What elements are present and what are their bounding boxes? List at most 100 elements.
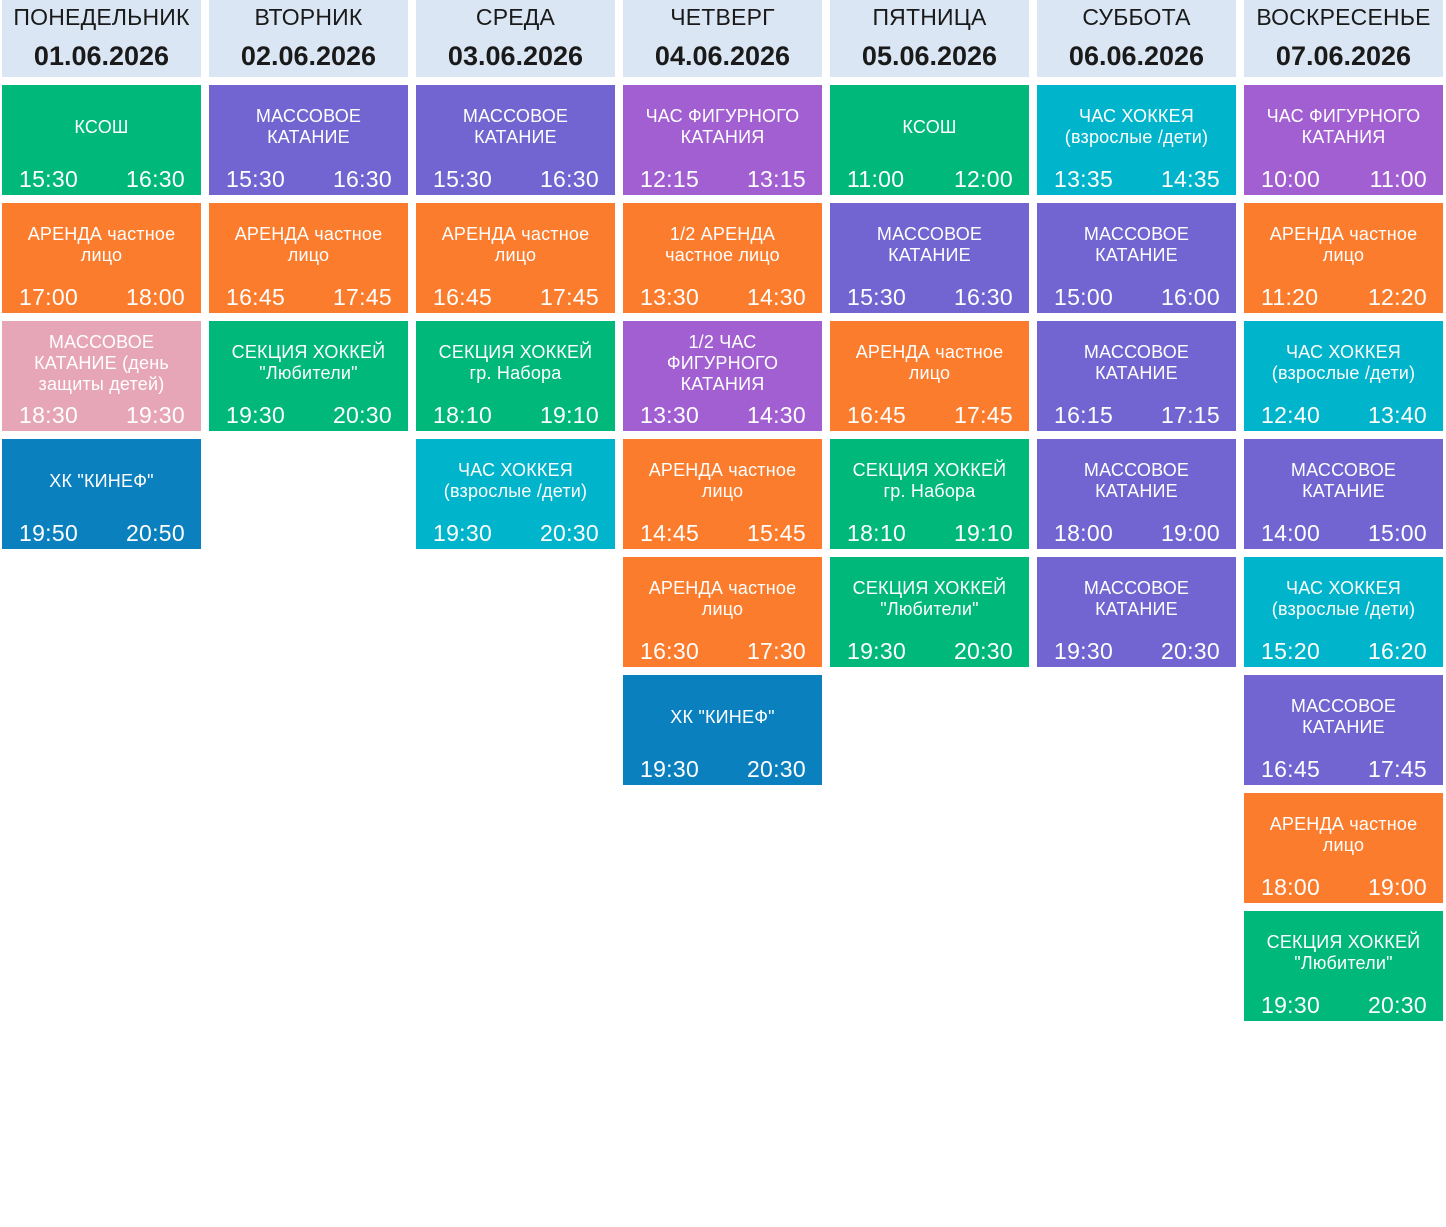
day-name: ЧЕТВЕРГ <box>670 4 775 30</box>
session-end-time: 16:30 <box>953 284 1013 310</box>
session-card[interactable]: МАССОВОЕ КАТАНИЕ 16:15 17:15 <box>1037 321 1236 431</box>
session-start-time: 19:30 <box>1261 992 1321 1018</box>
session-card[interactable]: КСОШ 15:30 16:30 <box>2 85 201 195</box>
day-header: ПЯТНИЦА 05.06.2026 <box>830 0 1029 77</box>
session-card[interactable]: ХК "КИНЕФ" 19:50 20:50 <box>2 439 201 549</box>
session-title: МАССОВОЕ КАТАНИЕ (день защиты детей) <box>34 331 169 394</box>
day-name: ПЯТНИЦА <box>872 4 987 30</box>
day-date: 03.06.2026 <box>447 41 584 71</box>
session-start-time: 15:00 <box>1054 284 1114 310</box>
session-card[interactable]: МАССОВОЕ КАТАНИЕ 19:30 20:30 <box>1037 557 1236 667</box>
session-start-time: 10:00 <box>1261 166 1321 192</box>
session-card[interactable]: АРЕНДА частное лицо 17:00 18:00 <box>2 203 201 313</box>
session-end-time: 11:00 <box>1369 166 1427 192</box>
session-start-time: 18:10 <box>433 402 493 428</box>
session-start-time: 19:50 <box>19 520 79 546</box>
session-card[interactable]: МАССОВОЕ КАТАНИЕ 15:30 16:30 <box>830 203 1029 313</box>
session-title: СЕКЦИЯ ХОККЕЙ гр. Набора <box>852 460 1007 501</box>
session-start-time: 16:15 <box>1054 402 1114 428</box>
session-card[interactable]: КСОШ 11:00 12:00 <box>830 85 1029 195</box>
session-end-time: 19:30 <box>125 402 185 428</box>
session-end-time: 19:00 <box>1367 874 1427 900</box>
session-end-time: 16:30 <box>332 166 392 192</box>
session-title: АРЕНДА частное лицо <box>855 342 1004 383</box>
session-end-time: 17:45 <box>539 284 599 310</box>
session-card[interactable]: ЧАС ФИГУРНОГО КАТАНИЯ 12:15 13:15 <box>623 85 822 195</box>
day-date: 02.06.2026 <box>240 41 377 71</box>
session-title: МАССОВОЕ КАТАНИЕ <box>462 106 569 147</box>
session-end-time: 19:10 <box>539 402 599 428</box>
session-start-time: 13:30 <box>640 284 700 310</box>
session-card[interactable]: АРЕНДА частное лицо 16:45 17:45 <box>416 203 615 313</box>
day-name: ВТОРНИК <box>254 4 363 30</box>
day-date: 06.06.2026 <box>1068 41 1205 71</box>
session-end-time: 20:50 <box>125 520 185 546</box>
day-header: ЧЕТВЕРГ 04.06.2026 <box>623 0 822 77</box>
session-title: СЕКЦИЯ ХОККЕЙ "Любители" <box>852 578 1007 619</box>
session-card[interactable]: СЕКЦИЯ ХОККЕЙ гр. Набора 18:10 19:10 <box>416 321 615 431</box>
session-card[interactable]: ЧАС ХОККЕЯ (взрослые /дети) 15:20 16:20 <box>1244 557 1443 667</box>
session-end-time: 20:30 <box>1367 992 1427 1018</box>
session-card[interactable]: ЧАС ФИГУРНОГО КАТАНИЯ 10:00 11:00 <box>1244 85 1443 195</box>
session-card[interactable]: СЕКЦИЯ ХОККЕЙ "Любители" 19:30 20:30 <box>1244 911 1443 1021</box>
session-title: 1/2 АРЕНДА частное лицо <box>665 224 780 265</box>
session-card[interactable]: АРЕНДА частное лицо 11:20 12:20 <box>1244 203 1443 313</box>
session-start-time: 15:20 <box>1261 638 1321 664</box>
session-card[interactable]: СЕКЦИЯ ХОККЕЙ "Любители" 19:30 20:30 <box>830 557 1029 667</box>
day-header: ВОСКРЕСЕНЬЕ 07.06.2026 <box>1244 0 1443 77</box>
day-date: 07.06.2026 <box>1275 41 1412 71</box>
session-start-time: 18:00 <box>1261 874 1321 900</box>
session-end-time: 12:00 <box>953 166 1013 192</box>
session-start-time: 16:30 <box>640 638 700 664</box>
session-card[interactable]: АРЕНДА частное лицо 16:45 17:45 <box>830 321 1029 431</box>
session-card[interactable]: СЕКЦИЯ ХОККЕЙ гр. Набора 18:10 19:10 <box>830 439 1029 549</box>
session-card[interactable]: МАССОВОЕ КАТАНИЕ 14:00 15:00 <box>1244 439 1443 549</box>
session-card[interactable]: ЧАС ХОККЕЯ (взрослые /дети) 13:35 14:35 <box>1037 85 1236 195</box>
session-start-time: 15:30 <box>847 284 907 310</box>
session-card[interactable]: МАССОВОЕ КАТАНИЕ 16:45 17:45 <box>1244 675 1443 785</box>
session-card[interactable]: ЧАС ХОККЕЯ (взрослые /дети) 12:40 13:40 <box>1244 321 1443 431</box>
session-title: АРЕНДА частное лицо <box>1269 814 1418 855</box>
session-card[interactable]: ХК "КИНЕФ" 19:30 20:30 <box>623 675 822 785</box>
session-title: КСОШ <box>74 116 129 137</box>
session-start-time: 12:40 <box>1261 402 1321 428</box>
session-title: АРЕНДА частное лицо <box>1269 224 1418 265</box>
day-date: 04.06.2026 <box>654 41 791 71</box>
session-card[interactable]: МАССОВОЕ КАТАНИЕ 15:00 16:00 <box>1037 203 1236 313</box>
day-column: ПОНЕДЕЛЬНИК 01.06.2026 КСОШ 15:30 16:30 АРЕНД… <box>2 0 201 1029</box>
session-card[interactable]: АРЕНДА частное лицо 14:45 15:45 <box>623 439 822 549</box>
session-end-time: 20:30 <box>539 520 599 546</box>
session-title: ЧАС ФИГУРНОГО КАТАНИЯ <box>1266 106 1421 147</box>
session-start-time: 19:30 <box>433 520 493 546</box>
session-card[interactable]: ЧАС ХОККЕЯ (взрослые /дети) 19:30 20:30 <box>416 439 615 549</box>
session-card[interactable]: МАССОВОЕ КАТАНИЕ 15:30 16:30 <box>416 85 615 195</box>
session-title: ЧАС ФИГУРНОГО КАТАНИЯ <box>645 106 800 147</box>
session-card[interactable]: 1/2 ЧАС ФИГУРНОГО КАТАНИЯ 13:30 14:30 <box>623 321 822 431</box>
session-start-time: 14:00 <box>1261 520 1321 546</box>
session-end-time: 15:45 <box>746 520 806 546</box>
session-title: КСОШ <box>902 116 957 137</box>
session-card[interactable]: АРЕНДА частное лицо 16:30 17:30 <box>623 557 822 667</box>
session-card[interactable]: МАССОВОЕ КАТАНИЕ 18:00 19:00 <box>1037 439 1236 549</box>
session-title: ЧАС ХОККЕЯ (взрослые /дети) <box>1271 342 1416 383</box>
day-date: 01.06.2026 <box>33 41 170 71</box>
session-title: АРЕНДА частное лицо <box>648 578 797 619</box>
session-card[interactable]: МАССОВОЕ КАТАНИЕ 15:30 16:30 <box>209 85 408 195</box>
session-title: МАССОВОЕ КАТАНИЕ <box>1083 460 1190 501</box>
session-end-time: 17:30 <box>746 638 806 664</box>
session-card[interactable]: АРЕНДА частное лицо 16:45 17:45 <box>209 203 408 313</box>
session-card[interactable]: СЕКЦИЯ ХОККЕЙ "Любители" 19:30 20:30 <box>209 321 408 431</box>
session-end-time: 16:30 <box>539 166 599 192</box>
day-column: ВОСКРЕСЕНЬЕ 07.06.2026 ЧАС ФИГУРНОГО КАТАН… <box>1244 0 1443 1029</box>
session-card[interactable]: МАССОВОЕ КАТАНИЕ (день защиты детей) 18:3… <box>2 321 201 431</box>
session-start-time: 15:30 <box>433 166 493 192</box>
session-title: СЕКЦИЯ ХОККЕЙ "Любители" <box>231 342 386 383</box>
session-start-time: 16:45 <box>226 284 286 310</box>
day-date: 05.06.2026 <box>861 41 998 71</box>
session-end-time: 19:00 <box>1160 520 1220 546</box>
session-card[interactable]: АРЕНДА частное лицо 18:00 19:00 <box>1244 793 1443 903</box>
session-title: АРЕНДА частное лицо <box>27 224 176 265</box>
session-start-time: 11:00 <box>847 166 905 192</box>
session-start-time: 15:30 <box>19 166 79 192</box>
session-card[interactable]: 1/2 АРЕНДА частное лицо 13:30 14:30 <box>623 203 822 313</box>
